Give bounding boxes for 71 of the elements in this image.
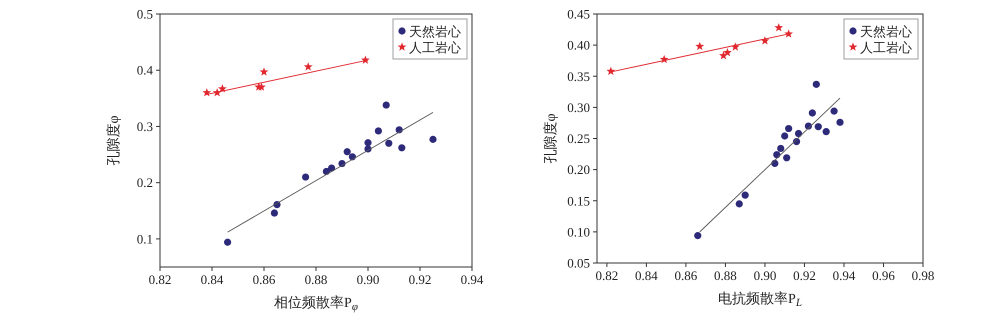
legend-label: 天然岩心 [409, 24, 461, 39]
point [364, 139, 372, 146]
x-tick-label: 0.82 [148, 272, 172, 287]
x-tick-label: 0.94 [460, 272, 484, 287]
y-tick-label: 0.4 [136, 62, 154, 78]
y-tick-label: 0.2 [136, 175, 153, 190]
x-tick-label: 0.86 [674, 268, 698, 283]
point [836, 118, 844, 126]
y-tick-label: 0.3 [136, 118, 153, 134]
point [812, 80, 820, 88]
point [808, 109, 816, 117]
point [723, 48, 732, 56]
x-tick-label: 0.88 [304, 272, 328, 287]
y-tick-label: 0.45 [567, 6, 590, 22]
y-tick-label: 0.10 [567, 224, 590, 240]
point [774, 23, 784, 32]
x-tick-label: 0.90 [356, 272, 380, 287]
x-tick-label: 0.88 [714, 268, 737, 283]
point [374, 127, 382, 135]
x-tick-label: 0.96 [872, 268, 896, 283]
point [736, 200, 743, 208]
point [270, 209, 278, 217]
point [777, 144, 784, 152]
y-tick-label: 0.05 [567, 256, 590, 270]
point [822, 128, 830, 136]
point [814, 123, 822, 130]
point [202, 88, 212, 96]
point [385, 140, 392, 147]
x-tick-label: 0.84 [635, 268, 658, 283]
x-axis-title: 电抗频散率P$_{L}$ [718, 291, 802, 310]
x-tick-label: 0.86 [252, 272, 276, 287]
y-tick-label: 0.20 [567, 162, 590, 178]
y-axis-title: 孔隙度φ [543, 113, 559, 164]
y-tick-label: 0.25 [567, 131, 590, 146]
y-axis-title: 孔隙度φ [106, 115, 122, 166]
y-tick-label: 0.40 [567, 38, 590, 53]
y-tick-label: 0.15 [567, 193, 590, 208]
y-tick-label: 0.1 [136, 231, 153, 246]
point [606, 66, 616, 75]
x-tick-label: 0.98 [912, 268, 934, 283]
point [398, 144, 406, 152]
point [695, 42, 704, 50]
point [781, 132, 788, 140]
point [304, 62, 313, 71]
y-tick-label: 0.35 [567, 68, 590, 84]
point [224, 238, 232, 246]
point [784, 29, 794, 38]
x-axis-title: 相位频散率P$_{φ}$ [274, 295, 358, 314]
x-tick-label: 0.90 [754, 268, 776, 283]
point [783, 154, 790, 162]
x-tick-label: 0.82 [596, 268, 618, 283]
legend-label: 人工岩心 [860, 40, 912, 55]
point [694, 232, 702, 240]
point [830, 108, 838, 115]
point [382, 101, 390, 109]
point [328, 164, 336, 172]
x-tick-label: 0.92 [793, 268, 816, 283]
point [344, 148, 351, 156]
point [794, 130, 802, 138]
point [429, 136, 437, 143]
x-tick-label: 0.94 [832, 268, 856, 283]
legend-label: 人工岩心 [409, 40, 461, 55]
y-tick-label: 0.30 [567, 100, 590, 115]
y-tick-label: 0.5 [136, 6, 153, 22]
x-tick-label: 0.84 [200, 272, 224, 287]
x-tick-label: 0.92 [408, 272, 432, 287]
point [785, 124, 792, 132]
point [742, 192, 749, 199]
point [260, 67, 268, 76]
point [302, 173, 310, 181]
legend-label: 天然岩心 [860, 24, 912, 39]
